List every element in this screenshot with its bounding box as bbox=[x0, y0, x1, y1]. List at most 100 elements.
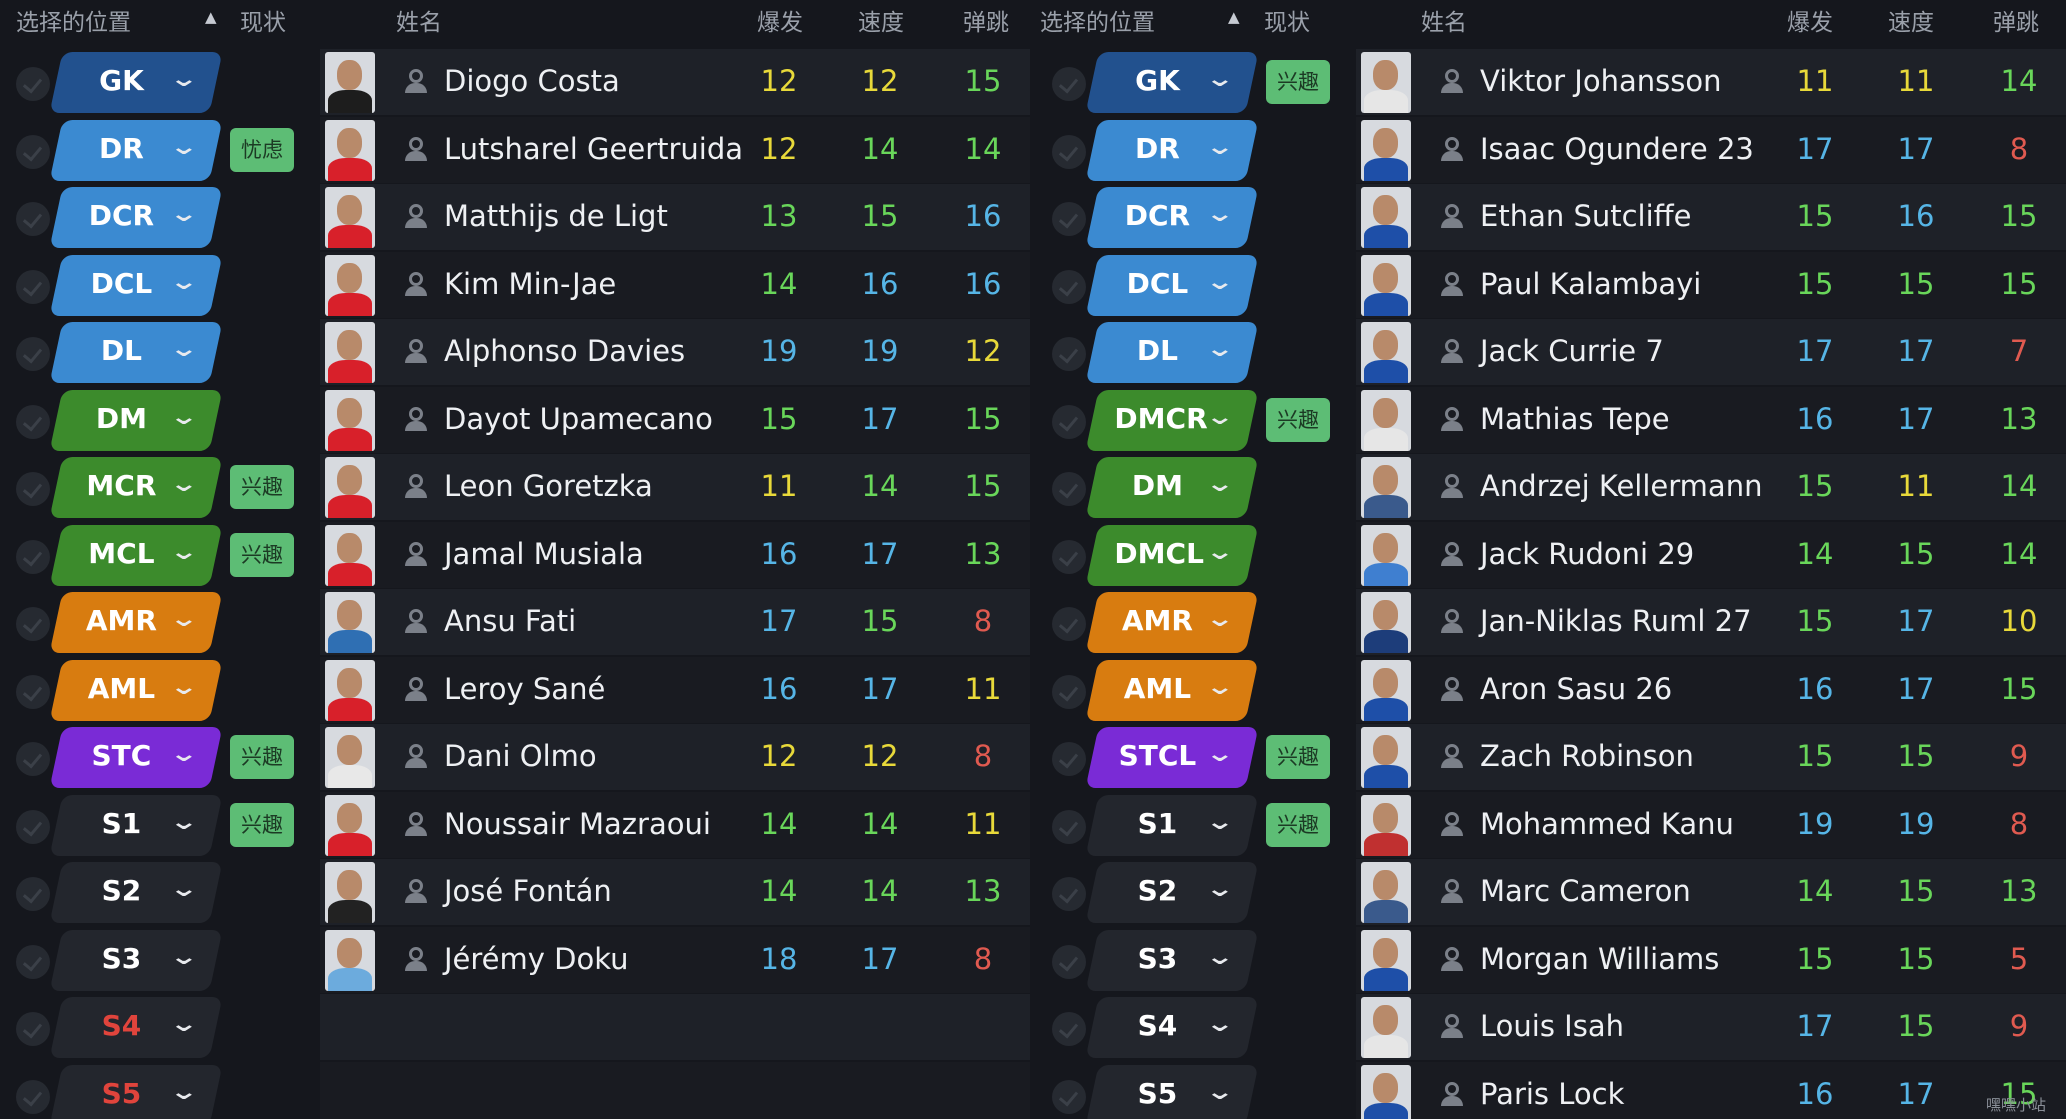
player-photo[interactable] bbox=[325, 187, 375, 248]
status-badge[interactable]: 兴趣 bbox=[1266, 398, 1330, 442]
player-name[interactable]: Dayot Upamecano bbox=[444, 402, 713, 436]
player-photo[interactable] bbox=[325, 795, 375, 856]
position-dropdown[interactable]: S1 ⌄ bbox=[49, 795, 223, 856]
player-row[interactable]: DL ⌄ Jack Currie 7 17 17 7 bbox=[1036, 319, 2066, 385]
select-checkbox[interactable] bbox=[1052, 877, 1086, 911]
position-dropdown[interactable]: DL ⌄ bbox=[1085, 322, 1259, 383]
position-dropdown[interactable]: DCL ⌄ bbox=[1085, 255, 1259, 316]
position-dropdown[interactable]: S3 ⌄ bbox=[49, 930, 223, 991]
position-dropdown[interactable]: S4 ⌄ bbox=[49, 997, 223, 1058]
player-photo[interactable] bbox=[325, 592, 375, 653]
select-checkbox[interactable] bbox=[1052, 202, 1086, 236]
header-jumping[interactable]: 弹跳 bbox=[963, 10, 1009, 36]
player-name[interactable]: Louis Isah bbox=[1480, 1009, 1624, 1043]
player-photo[interactable] bbox=[1361, 1065, 1411, 1119]
header-pace[interactable]: 速度 bbox=[858, 10, 904, 36]
select-checkbox[interactable] bbox=[16, 877, 50, 911]
player-row[interactable]: DCR ⌄ Matthijs de Ligt 13 15 16 bbox=[0, 184, 1030, 250]
header-status[interactable]: 现状 bbox=[240, 10, 286, 36]
player-name[interactable]: Noussair Mazraoui bbox=[444, 807, 711, 841]
header-name[interactable]: 姓名 bbox=[1421, 10, 1467, 36]
position-dropdown[interactable]: DM ⌄ bbox=[49, 390, 223, 451]
player-name[interactable]: Alphonso Davies bbox=[444, 334, 686, 368]
player-photo[interactable] bbox=[325, 525, 375, 586]
select-checkbox[interactable] bbox=[1052, 67, 1086, 101]
player-name[interactable]: Paul Kalambayi bbox=[1480, 267, 1702, 301]
player-photo[interactable] bbox=[1361, 862, 1411, 923]
player-row[interactable]: AMR ⌄ Jan-Niklas Ruml 27 15 17 10 bbox=[1036, 589, 2066, 655]
player-photo[interactable] bbox=[1361, 390, 1411, 451]
player-row[interactable]: DMCR ⌄ 兴趣 Mathias Tepe 16 17 13 bbox=[1036, 387, 2066, 453]
player-row[interactable]: S1 ⌄ 兴趣 Noussair Mazraoui 14 14 11 bbox=[0, 792, 1030, 858]
player-row[interactable]: DM ⌄ Andrzej Kellermann 15 11 14 bbox=[1036, 454, 2066, 520]
position-dropdown[interactable]: MCR ⌄ bbox=[49, 457, 223, 518]
player-photo[interactable] bbox=[1361, 120, 1411, 181]
player-name[interactable]: Mathias Tepe bbox=[1480, 402, 1670, 436]
player-photo[interactable] bbox=[1361, 457, 1411, 518]
position-dropdown[interactable]: MCL ⌄ bbox=[49, 525, 223, 586]
player-name[interactable]: Jack Rudoni 29 bbox=[1480, 537, 1695, 571]
player-name[interactable]: Mohammed Kanu bbox=[1480, 807, 1734, 841]
player-row[interactable]: DCL ⌄ Paul Kalambayi 15 15 15 bbox=[1036, 252, 2066, 318]
position-dropdown[interactable]: DR ⌄ bbox=[1085, 120, 1259, 181]
status-badge[interactable]: 兴趣 bbox=[230, 533, 294, 577]
player-photo[interactable] bbox=[325, 727, 375, 788]
select-checkbox[interactable] bbox=[16, 270, 50, 304]
position-dropdown[interactable]: S2 ⌄ bbox=[1085, 862, 1259, 923]
select-checkbox[interactable] bbox=[16, 405, 50, 439]
select-checkbox[interactable] bbox=[1052, 405, 1086, 439]
position-dropdown[interactable]: STCL ⌄ bbox=[1085, 727, 1259, 788]
player-photo[interactable] bbox=[325, 322, 375, 383]
position-dropdown[interactable]: S1 ⌄ bbox=[1085, 795, 1259, 856]
select-checkbox[interactable] bbox=[1052, 742, 1086, 776]
player-name[interactable]: Zach Robinson bbox=[1480, 739, 1694, 773]
player-row[interactable]: AML ⌄ Aron Sasu 26 16 17 15 bbox=[1036, 657, 2066, 723]
header-position[interactable]: 选择的位置 bbox=[16, 10, 131, 36]
player-name[interactable]: Jamal Musiala bbox=[444, 537, 644, 571]
player-name[interactable]: Diogo Costa bbox=[444, 64, 620, 98]
select-checkbox[interactable] bbox=[16, 202, 50, 236]
status-badge[interactable]: 兴趣 bbox=[230, 803, 294, 847]
position-dropdown[interactable]: DMCR ⌄ bbox=[1085, 390, 1259, 451]
player-name[interactable]: Viktor Johansson bbox=[1480, 64, 1722, 98]
player-photo[interactable] bbox=[325, 52, 375, 113]
select-checkbox[interactable] bbox=[16, 540, 50, 574]
player-photo[interactable] bbox=[1361, 660, 1411, 721]
status-badge[interactable]: 兴趣 bbox=[1266, 803, 1330, 847]
select-checkbox[interactable] bbox=[1052, 1080, 1086, 1114]
select-checkbox[interactable] bbox=[1052, 1012, 1086, 1046]
player-name[interactable]: Lutsharel Geertruida bbox=[444, 132, 744, 166]
player-name[interactable]: Isaac Ogundere 23 bbox=[1480, 132, 1754, 166]
player-photo[interactable] bbox=[1361, 322, 1411, 383]
status-badge[interactable]: 兴趣 bbox=[230, 465, 294, 509]
header-jumping[interactable]: 弹跳 bbox=[1993, 10, 2039, 36]
player-row[interactable]: GK ⌄ 兴趣 Viktor Johansson 11 11 14 bbox=[1036, 49, 2066, 115]
player-row[interactable]: S3 ⌄ Jérémy Doku 18 17 8 bbox=[0, 927, 1030, 993]
status-badge[interactable]: 兴趣 bbox=[1266, 735, 1330, 779]
player-name[interactable]: Matthijs de Ligt bbox=[444, 199, 668, 233]
position-dropdown[interactable]: DL ⌄ bbox=[49, 322, 223, 383]
position-dropdown[interactable]: S5 ⌄ bbox=[49, 1065, 223, 1119]
player-name[interactable]: Morgan Williams bbox=[1480, 942, 1720, 976]
status-badge[interactable]: 忧虑 bbox=[230, 128, 294, 172]
header-name[interactable]: 姓名 bbox=[396, 10, 442, 36]
player-name[interactable]: Jack Currie 7 bbox=[1480, 334, 1664, 368]
position-dropdown[interactable]: GK ⌄ bbox=[1085, 52, 1259, 113]
player-name[interactable]: Ansu Fati bbox=[444, 604, 577, 638]
status-badge[interactable]: 兴趣 bbox=[1266, 60, 1330, 104]
player-photo[interactable] bbox=[1361, 592, 1411, 653]
position-dropdown[interactable]: DCR ⌄ bbox=[1085, 187, 1259, 248]
select-checkbox[interactable] bbox=[16, 135, 50, 169]
player-photo[interactable] bbox=[325, 457, 375, 518]
header-acceleration[interactable]: 爆发 bbox=[1787, 10, 1833, 36]
player-row[interactable]: AMR ⌄ Ansu Fati 17 15 8 bbox=[0, 589, 1030, 655]
select-checkbox[interactable] bbox=[16, 607, 50, 641]
position-dropdown[interactable]: AMR ⌄ bbox=[49, 592, 223, 653]
player-row[interactable]: DM ⌄ Dayot Upamecano 15 17 15 bbox=[0, 387, 1030, 453]
player-photo[interactable] bbox=[1361, 255, 1411, 316]
player-row[interactable]: S4 ⌄ Louis Isah 17 15 9 bbox=[1036, 994, 2066, 1060]
select-checkbox[interactable] bbox=[16, 1080, 50, 1114]
player-photo[interactable] bbox=[325, 120, 375, 181]
player-photo[interactable] bbox=[325, 930, 375, 991]
player-name[interactable]: Jan-Niklas Ruml 27 bbox=[1480, 604, 1752, 638]
